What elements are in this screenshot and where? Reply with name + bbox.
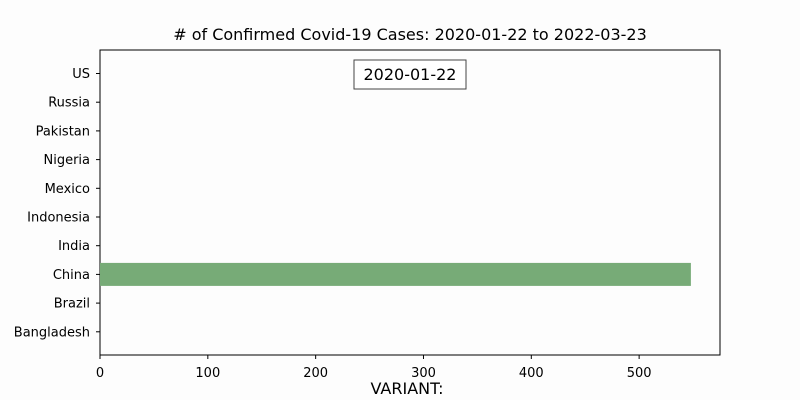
x-tick-label: 100 [195, 366, 220, 381]
y-tick-label: US [72, 67, 90, 82]
date-box: 2020-01-22 [353, 59, 467, 90]
x-axis-label: VARIANT: [370, 379, 443, 398]
y-tick-label: Nigeria [43, 153, 90, 168]
y-tick-label: Russia [48, 96, 90, 111]
y-tick-label: Indonesia [27, 211, 90, 226]
y-tick-label: India [58, 239, 90, 254]
x-tick-label: 400 [519, 366, 544, 381]
plot-area-frame [99, 49, 721, 356]
y-tick-label: Brazil [54, 297, 90, 312]
y-tick-label: Mexico [45, 182, 90, 197]
x-axis-ticks: 0 100 200 300 400 500 [96, 355, 652, 381]
x-tick-label: 300 [411, 366, 436, 381]
y-axis-ticks: US Russia Pakistan Nigeria Mexico Indonesia In… [14, 67, 100, 340]
x-tick-label: 0 [96, 366, 104, 381]
y-tick-label: China [53, 268, 90, 283]
date-box-frame [353, 59, 467, 90]
bars-layer [100, 262, 691, 286]
x-tick-label: 200 [303, 366, 328, 381]
y-tick-label: Pakistan [36, 124, 90, 139]
y-tick-label: Bangladesh [14, 325, 90, 340]
date-box-label: 2020-01-22 [364, 65, 457, 84]
x-tick-label: 500 [627, 366, 652, 381]
bar-china [100, 262, 691, 286]
chart-title: # of Confirmed Covid-19 Cases: 2020-01-2… [173, 25, 647, 44]
